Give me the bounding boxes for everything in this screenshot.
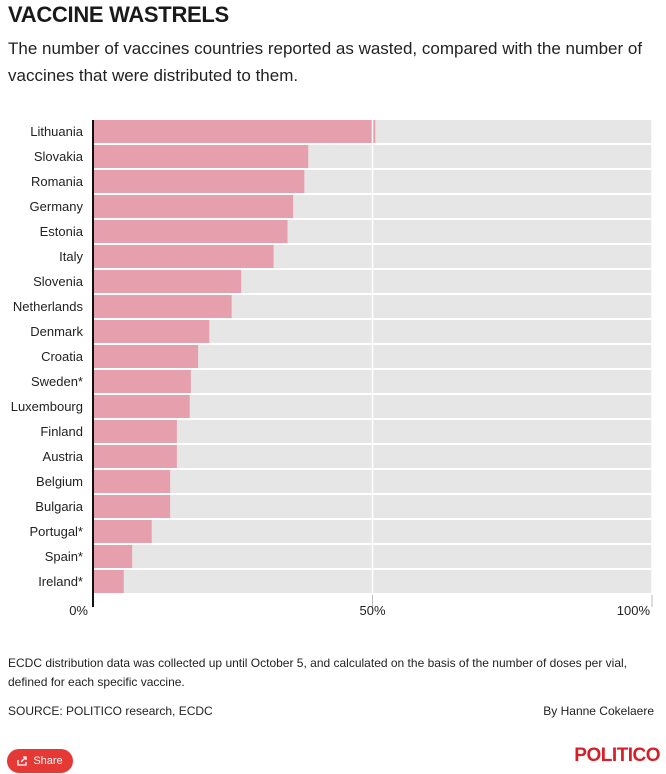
category-label: Austria — [43, 449, 84, 464]
bar — [93, 320, 210, 343]
category-label: Estonia — [40, 224, 84, 239]
category-label: Sweden* — [31, 374, 83, 389]
category-label: Lithuania — [30, 124, 84, 139]
chart-title: VACCINE WASTRELS — [8, 2, 229, 27]
bar — [93, 195, 294, 218]
tick-label: 50% — [359, 603, 385, 618]
share-button[interactable]: Share — [7, 749, 73, 773]
byline: By Hanne Cokelaere — [543, 704, 654, 718]
bar — [93, 120, 376, 143]
bar — [93, 145, 309, 168]
category-label: Italy — [59, 249, 83, 264]
bar — [93, 220, 288, 243]
tick-label: 0% — [69, 603, 88, 618]
tick-label: 100% — [617, 603, 651, 618]
category-label: Ireland* — [38, 574, 83, 589]
politico-logo: POLITICO — [574, 745, 660, 766]
category-label: Netherlands — [13, 299, 84, 314]
category-label: Germany — [30, 199, 84, 214]
footnote: ECDC distribution data was collected up … — [8, 656, 628, 689]
bar — [93, 470, 171, 493]
category-label: Bulgaria — [35, 499, 83, 514]
bar — [93, 545, 133, 568]
category-label: Croatia — [41, 349, 84, 364]
share-icon — [17, 756, 28, 766]
category-label: Spain* — [45, 549, 83, 564]
chart-subtitle: The number of vaccines countries reporte… — [8, 39, 643, 85]
bar — [93, 395, 190, 418]
category-label: Denmark — [30, 324, 83, 339]
bar — [93, 345, 199, 368]
category-label: Slovakia — [34, 149, 84, 164]
category-label: Portugal* — [30, 524, 83, 539]
share-label: Share — [33, 755, 63, 767]
category-label: Finland — [40, 424, 83, 439]
category-label: Belgium — [36, 474, 83, 489]
bar — [93, 445, 177, 468]
bar — [93, 245, 274, 268]
bar — [93, 170, 305, 193]
bar — [93, 270, 242, 293]
source-line: SOURCE: POLITICO research, ECDC — [8, 704, 213, 718]
bar-chart: Lithuania Slovakia Romania Germany Estonia It… — [11, 120, 653, 618]
category-label: Luxembourg — [11, 399, 83, 414]
bar — [93, 495, 171, 518]
bar — [93, 295, 232, 318]
bar — [93, 420, 177, 443]
bar — [93, 370, 191, 393]
category-label: Slovenia — [33, 274, 84, 289]
bar — [93, 520, 152, 543]
bar — [93, 570, 124, 593]
category-label: Romania — [31, 174, 84, 189]
